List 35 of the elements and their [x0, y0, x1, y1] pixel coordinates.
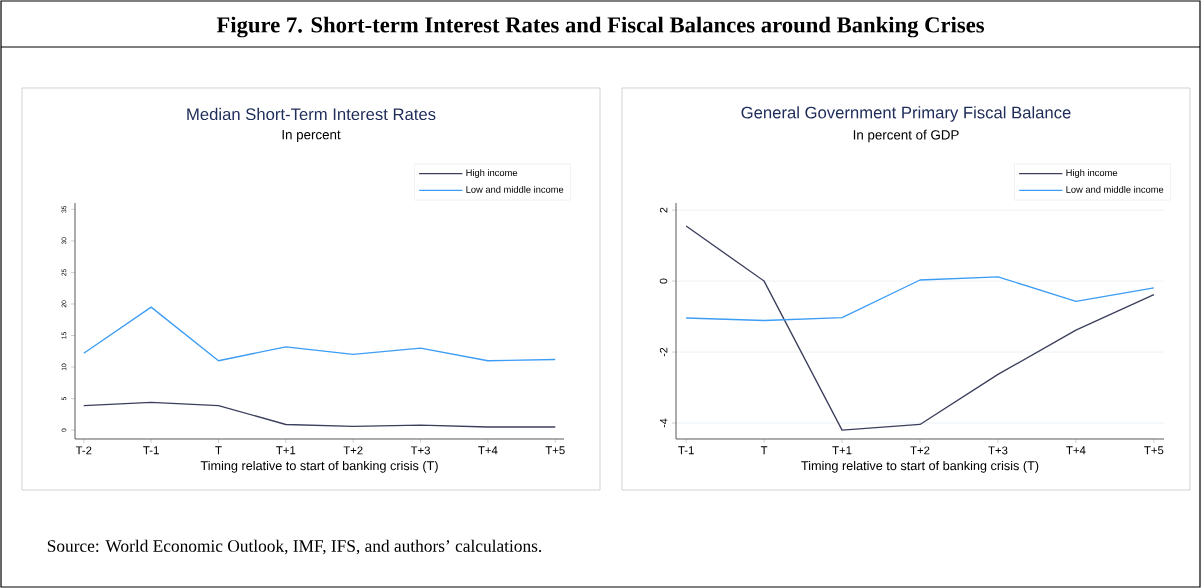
chart-title: General Government Primary Fiscal Balance [741, 106, 1071, 122]
x-tick-label: T+5 [1144, 446, 1164, 455]
chart-title: Median Short-Term Interest Rates [187, 107, 436, 121]
legend-label: Low and middle income [466, 185, 564, 193]
x-tick-label: T-2 [75, 446, 92, 455]
x-tick-label: T-1 [678, 446, 694, 455]
y-tick-label: -4 [659, 418, 668, 428]
x-tick-label: T+1 [832, 446, 852, 455]
x-tick-label: T+3 [410, 446, 430, 455]
x-tick-label: T+5 [545, 446, 565, 455]
x-tick-label: T+1 [276, 446, 296, 455]
x-tick-label: T [215, 446, 222, 455]
legend-label: High income [466, 169, 518, 178]
line-series [83, 401, 556, 428]
legend-label: Low and middle income [1066, 185, 1164, 193]
caption: Figure 7. Short-term Interest Rates and Fiscal Balances around Banking Crises [216, 16, 985, 38]
legend-label: High income [1066, 169, 1118, 178]
x-tick-label: T+2 [910, 446, 930, 455]
source-note: Source: World Economic Outlook, IMF, IFS, and authors’ calculations. [47, 539, 542, 555]
line-series [83, 306, 556, 362]
x-tick-label: T+3 [988, 446, 1008, 455]
x-axis-title: Timing relative to start of banking crisis (T) [801, 460, 1039, 473]
x-tick-label: T [760, 446, 768, 455]
y-tick-label: -2 [659, 347, 668, 357]
y-tick-label: 2 [659, 207, 668, 213]
chart-subtitle: In percent [282, 130, 341, 142]
chart-subtitle: In percent of GDP [853, 129, 959, 143]
y-tick-label: 0 [659, 278, 668, 284]
x-tick-label: T+4 [1066, 446, 1086, 455]
x-tick-label: T+2 [343, 446, 363, 455]
line-series [685, 276, 1155, 322]
x-axis-title: Timing relative to start of banking crisis (T) [200, 460, 438, 473]
line-series [685, 225, 1155, 431]
x-tick-label: T+4 [478, 446, 498, 455]
x-tick-label: T-1 [143, 446, 159, 455]
